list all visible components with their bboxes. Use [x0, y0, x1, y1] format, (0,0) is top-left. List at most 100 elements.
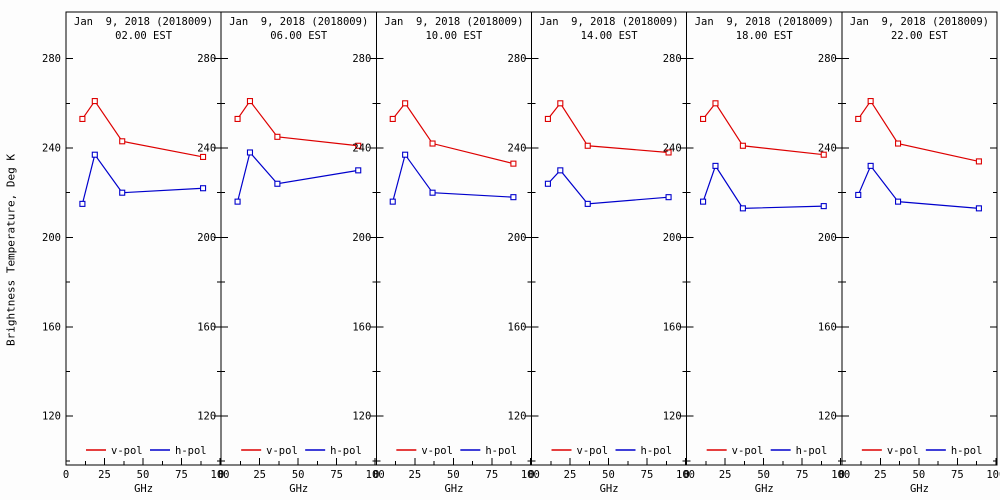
x-tick-label: 50: [602, 469, 615, 481]
y-tick-label: 280: [42, 53, 61, 65]
h-pol-marker: [820, 203, 827, 210]
x-axis-label: GHz: [444, 483, 463, 495]
x-axis-label: GHz: [910, 483, 929, 495]
h-pol-marker: [200, 185, 207, 192]
panel-3: 120 160 200 240 280 0 25 50 75 100 GHz Jan 9, 2018 …: [352, 11, 540, 495]
h-pol-line: [81, 153, 204, 205]
panel-title-time: 18.00 EST: [736, 30, 794, 42]
v-pol-marker: [665, 149, 672, 156]
x-tick-label: 100: [831, 469, 850, 481]
plot-box: [841, 11, 998, 466]
y-tick-label: 280: [818, 53, 837, 65]
x-axis-label: GHz: [600, 483, 619, 495]
v-pol-series: [389, 100, 517, 167]
legend-label-h-pol: h-pol: [641, 445, 673, 457]
y-tick-label: 240: [508, 143, 527, 155]
panel-title-date: Jan 9, 2018 (2018009): [229, 16, 368, 28]
h-pol-marker: [429, 189, 436, 196]
h-pol-marker: [246, 149, 254, 156]
panel-title-date: Jan 9, 2018 (2018009): [74, 16, 213, 28]
legend-label-h-pol: h-pol: [796, 445, 828, 457]
v-pol-marker: [855, 115, 862, 122]
x-tick-label: 100: [366, 469, 385, 481]
panel-title-date: Jan 9, 2018 (2018009): [695, 16, 834, 28]
h-pol-marker: [557, 167, 564, 174]
h-pol-marker: [975, 205, 982, 212]
y-tick-label: 240: [42, 143, 61, 155]
h-pol-marker: [355, 167, 362, 174]
x-tick-label: 75: [951, 469, 964, 481]
x-tick-label: 50: [913, 469, 926, 481]
h-pol-series: [234, 149, 362, 205]
v-pol-marker: [584, 142, 591, 149]
y-tick-label: 120: [197, 411, 216, 423]
h-pol-marker: [712, 162, 719, 169]
v-pol-marker: [739, 142, 746, 149]
panel-title-date: Jan 9, 2018 (2018009): [540, 16, 679, 28]
x-tick-label: 100: [521, 469, 540, 481]
y-tick-label: 280: [508, 53, 527, 65]
legend-label-v-pol: v-pol: [577, 445, 609, 457]
x-tick-label: 50: [137, 469, 150, 481]
legend-label-v-pol: v-pol: [111, 445, 143, 457]
legend-label-h-pol: h-pol: [330, 445, 362, 457]
h-pol-marker: [739, 205, 746, 212]
legend-label-v-pol: v-pol: [266, 445, 298, 457]
h-pol-marker: [91, 151, 98, 158]
y-tick-label: 280: [197, 53, 216, 65]
x-tick-label: 50: [757, 469, 770, 481]
x-axis-label: GHz: [755, 483, 774, 495]
v-pol-line: [392, 102, 514, 165]
v-pol-marker: [429, 140, 436, 147]
h-pol-marker: [79, 200, 86, 207]
x-tick-label: 75: [330, 469, 343, 481]
v-pol-marker: [355, 142, 362, 149]
v-pol-marker: [91, 98, 98, 105]
h-pol-series: [79, 151, 207, 207]
h-pol-marker: [700, 198, 707, 205]
v-pol-line: [81, 100, 204, 158]
panel-title-time: 10.00 EST: [425, 30, 483, 42]
x-tick-label: 25: [874, 469, 887, 481]
v-pol-marker: [119, 138, 126, 145]
x-tick-label: 100: [211, 469, 230, 481]
y-tick-label: 240: [352, 143, 371, 155]
x-tick-label: 75: [796, 469, 809, 481]
x-tick-label: 0: [218, 469, 224, 481]
h-pol-marker: [895, 198, 902, 205]
v-pol-marker: [895, 140, 902, 147]
h-pol-series: [389, 151, 517, 205]
x-tick-label: 25: [409, 469, 422, 481]
x-tick-label: 0: [373, 469, 379, 481]
h-pol-line: [547, 169, 669, 205]
v-pol-marker: [820, 151, 827, 158]
panel-5: 120 160 200 240 280 0 25 50 75 100 GHz Jan 9, 2018 …: [663, 11, 850, 495]
x-axis-label: GHz: [289, 483, 308, 495]
y-tick-label: 120: [818, 411, 837, 423]
x-tick-label: 50: [447, 469, 460, 481]
v-pol-marker: [557, 100, 564, 107]
legend-label-v-pol: v-pol: [887, 445, 919, 457]
v-pol-marker: [867, 98, 874, 105]
panel-title-time: 22.00 EST: [891, 30, 949, 42]
y-tick-label: 200: [818, 232, 837, 244]
x-tick-label: 75: [486, 469, 499, 481]
v-pol-marker: [510, 160, 517, 167]
v-pol-marker: [700, 115, 707, 122]
y-tick-label: 240: [818, 143, 837, 155]
panel-title-time: 14.00 EST: [581, 30, 639, 42]
x-tick-label: 0: [528, 469, 534, 481]
panel-title-date: Jan 9, 2018 (2018009): [850, 16, 989, 28]
legend-label-h-pol: h-pol: [951, 445, 983, 457]
v-pol-series: [234, 98, 362, 149]
x-tick-label: 50: [292, 469, 305, 481]
v-pol-marker: [200, 153, 207, 160]
x-tick-label: 0: [63, 469, 69, 481]
y-tick-label: 160: [818, 321, 837, 333]
h-pol-marker: [389, 198, 396, 205]
h-pol-marker: [119, 189, 126, 196]
v-pol-line: [547, 102, 669, 154]
h-pol-marker: [665, 194, 672, 201]
v-pol-marker: [975, 158, 982, 165]
